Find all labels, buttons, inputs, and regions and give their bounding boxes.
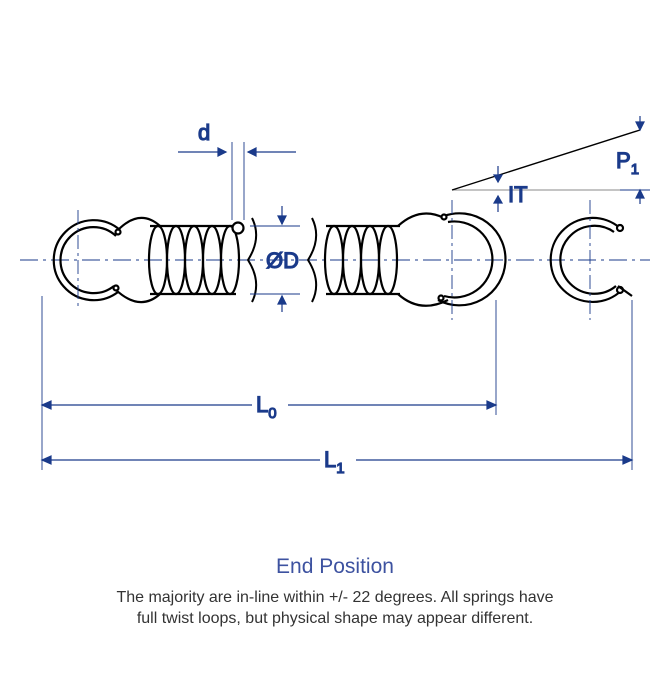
svg-text:P1: P1 xyxy=(616,148,639,178)
dim-d: d xyxy=(178,120,296,220)
label-L1-sub: 1 xyxy=(336,460,344,477)
caption-line-2: full twist loops, but physical shape may… xyxy=(137,610,533,627)
label-D: ØD xyxy=(266,248,299,273)
label-L1: L xyxy=(324,447,336,472)
caption-line-1: The majority are in-line within +/- 22 d… xyxy=(116,589,553,606)
label-L0: L xyxy=(256,392,268,417)
label-P1: P xyxy=(616,148,631,173)
diagram-title: End Position xyxy=(0,555,670,579)
right-hook xyxy=(438,213,505,305)
dim-D: ØD xyxy=(250,206,300,312)
dim-L0: L0 xyxy=(42,296,496,422)
dim-IT: IT xyxy=(452,130,640,212)
label-P1-sub: 1 xyxy=(631,161,639,178)
caption-block: End Position The majority are in-line wi… xyxy=(0,555,670,630)
label-L0-sub: 0 xyxy=(268,405,276,422)
label-IT: IT xyxy=(508,182,528,207)
dim-P1: P1 xyxy=(616,116,650,204)
dim-L1: L1 xyxy=(42,300,632,477)
label-d: d xyxy=(198,120,210,145)
